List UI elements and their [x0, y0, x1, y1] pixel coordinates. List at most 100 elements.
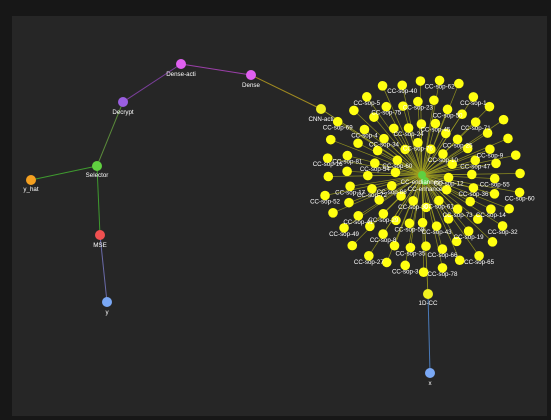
- sop-node[interactable]: [363, 170, 373, 181]
- node-y-hat[interactable]: [26, 175, 36, 185]
- sop-node[interactable]: [429, 95, 439, 106]
- sop-node[interactable]: [390, 167, 401, 178]
- sop-node[interactable]: [482, 128, 493, 138]
- sop-node[interactable]: [437, 244, 448, 254]
- sop-node[interactable]: [339, 223, 349, 233]
- sop-node[interactable]: [342, 166, 352, 177]
- sop-node[interactable]: [437, 263, 448, 273]
- sop-node[interactable]: [443, 214, 454, 224]
- sop-node[interactable]: [447, 159, 458, 170]
- sop-node[interactable]: [454, 255, 465, 266]
- sop-node[interactable]: [441, 184, 452, 195]
- sop-node[interactable]: [400, 144, 410, 155]
- sop-node[interactable]: [484, 101, 495, 112]
- sop-node[interactable]: [454, 78, 464, 89]
- sop-node[interactable]: [392, 155, 403, 166]
- sop-node[interactable]: [386, 180, 397, 191]
- sop-node[interactable]: [489, 173, 500, 184]
- sop-node[interactable]: [353, 138, 363, 149]
- sop-node[interactable]: [413, 137, 423, 148]
- sop-node[interactable]: [344, 197, 354, 208]
- sop-node[interactable]: [388, 123, 399, 134]
- sop-node[interactable]: [431, 221, 442, 231]
- sop-node[interactable]: [514, 187, 525, 198]
- sop-node[interactable]: [361, 92, 372, 102]
- sop-node[interactable]: [325, 134, 336, 145]
- sop-node[interactable]: [441, 128, 451, 139]
- sop-node[interactable]: [486, 204, 496, 214]
- sop-node[interactable]: [443, 172, 454, 183]
- sop-node[interactable]: [462, 143, 473, 154]
- sop-node[interactable]: [442, 104, 453, 115]
- sop-node[interactable]: [417, 217, 428, 228]
- sop-node[interactable]: [342, 150, 353, 161]
- sop-node[interactable]: [485, 144, 495, 155]
- node-mse[interactable]: [95, 230, 105, 240]
- sop-node[interactable]: [370, 158, 380, 168]
- node-cc-endianness[interactable]: [418, 171, 426, 179]
- sop-node[interactable]: [487, 237, 498, 247]
- sop-node[interactable]: [320, 190, 330, 201]
- node-cc-enhance[interactable]: [421, 177, 429, 185]
- sop-node[interactable]: [466, 169, 477, 180]
- sop-node[interactable]: [372, 145, 383, 156]
- sop-node[interactable]: [323, 171, 334, 182]
- sop-node[interactable]: [416, 119, 427, 129]
- sop-node[interactable]: [510, 150, 521, 160]
- sop-node[interactable]: [421, 241, 431, 252]
- sop-node[interactable]: [353, 210, 364, 221]
- node-dense-acti[interactable]: [176, 59, 186, 69]
- sop-node[interactable]: [468, 183, 479, 193]
- sop-node[interactable]: [434, 75, 445, 86]
- sop-node[interactable]: [474, 251, 484, 261]
- sop-node[interactable]: [426, 144, 436, 154]
- sop-node[interactable]: [347, 240, 358, 251]
- sop-node[interactable]: [397, 80, 408, 91]
- sop-node[interactable]: [369, 112, 379, 122]
- sop-node[interactable]: [468, 92, 479, 102]
- sop-node[interactable]: [403, 123, 414, 133]
- sop-node[interactable]: [413, 96, 423, 107]
- sop-node[interactable]: [457, 109, 467, 119]
- sop-node[interactable]: [328, 208, 338, 218]
- sop-node[interactable]: [430, 118, 441, 129]
- sop-node[interactable]: [465, 196, 476, 207]
- sop-node[interactable]: [470, 117, 481, 127]
- sop-node[interactable]: [418, 267, 429, 278]
- node-dense[interactable]: [246, 70, 256, 80]
- node-y[interactable]: [102, 297, 112, 307]
- sop-node[interactable]: [434, 195, 444, 206]
- sop-node[interactable]: [421, 202, 431, 213]
- sop-node[interactable]: [504, 203, 514, 214]
- sop-node[interactable]: [349, 105, 359, 116]
- sop-node[interactable]: [345, 181, 355, 192]
- sop-node[interactable]: [503, 133, 513, 144]
- sop-node[interactable]: [400, 260, 411, 271]
- sop-node[interactable]: [364, 250, 374, 261]
- sop-node[interactable]: [359, 124, 370, 135]
- sop-node[interactable]: [452, 204, 463, 214]
- node-cnn-acti[interactable]: [316, 104, 326, 114]
- sop-node[interactable]: [379, 133, 389, 144]
- sop-node[interactable]: [473, 214, 483, 224]
- sop-node[interactable]: [404, 218, 415, 229]
- sop-node[interactable]: [389, 240, 400, 251]
- sop-node[interactable]: [367, 183, 377, 194]
- sop-node[interactable]: [365, 221, 375, 232]
- sop-node[interactable]: [470, 155, 481, 166]
- sop-node[interactable]: [415, 76, 426, 86]
- sop-node[interactable]: [332, 116, 343, 127]
- sop-node[interactable]: [515, 168, 525, 179]
- sop-node[interactable]: [491, 158, 501, 169]
- sop-node[interactable]: [405, 242, 416, 253]
- sop-node[interactable]: [497, 221, 508, 231]
- sop-node[interactable]: [322, 153, 333, 163]
- node-x[interactable]: [425, 368, 435, 378]
- sop-node[interactable]: [452, 134, 463, 145]
- sop-node[interactable]: [398, 101, 408, 111]
- node-one-d-cc[interactable]: [423, 289, 433, 299]
- sop-node[interactable]: [374, 195, 384, 205]
- node-decrypt[interactable]: [118, 97, 128, 107]
- node-selector[interactable]: [92, 161, 102, 171]
